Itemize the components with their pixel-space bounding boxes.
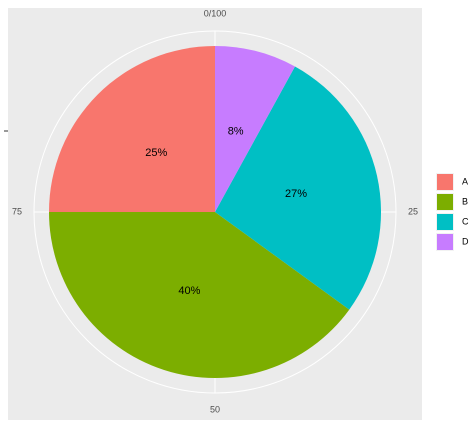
legend-swatch — [437, 214, 453, 230]
value-label: 25% — [145, 147, 167, 159]
legend-label: B — [462, 196, 468, 206]
theta-tick-label: 25 — [408, 206, 418, 216]
legend-swatch — [437, 234, 453, 250]
value-label: 27% — [285, 188, 307, 200]
legend-label: D — [462, 236, 469, 246]
legend-swatch — [437, 194, 453, 210]
pie-slice — [215, 46, 295, 212]
legend-label: A — [462, 176, 468, 186]
value-label: 8% — [228, 126, 244, 138]
pie-slice — [215, 66, 381, 310]
theta-tick-label: 75 — [12, 206, 22, 216]
theta-tick-label: 0/100 — [204, 8, 227, 18]
theta-tick-label: 50 — [210, 404, 220, 414]
pie-slice — [49, 46, 215, 212]
value-label: 40% — [178, 285, 200, 297]
legend-label: C — [462, 216, 469, 226]
pie-slice — [49, 212, 350, 378]
legend-swatch — [437, 174, 453, 190]
